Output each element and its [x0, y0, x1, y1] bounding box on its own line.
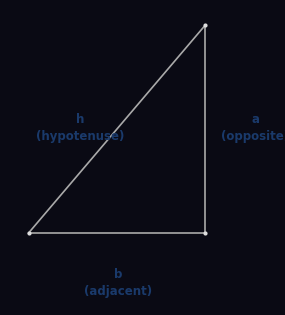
Text: h
(hypotenuse): h (hypotenuse) [36, 112, 124, 143]
Text: a
(opposite): a (opposite) [221, 112, 285, 143]
Text: b
(adjacent): b (adjacent) [84, 268, 152, 299]
